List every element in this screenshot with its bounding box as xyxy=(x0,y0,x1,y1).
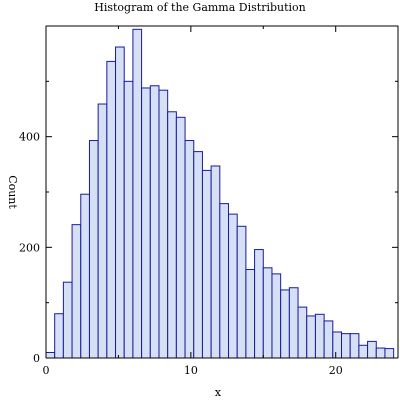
bars-group xyxy=(45,28,395,359)
y-tick-label: 200 xyxy=(19,241,40,254)
histogram-bar xyxy=(184,140,195,359)
histogram-bar xyxy=(254,249,264,359)
y-tick-label: 0 xyxy=(33,352,40,365)
histogram-bar xyxy=(245,268,256,359)
histogram-bar xyxy=(80,193,90,359)
histogram-bar xyxy=(123,80,134,359)
y-axis-label: Count xyxy=(6,175,19,209)
histogram-bar xyxy=(271,273,282,359)
histogram-bar xyxy=(149,85,160,359)
histogram-bar xyxy=(262,267,273,359)
histogram-bar xyxy=(349,333,360,359)
histogram-bar xyxy=(175,116,186,359)
histogram-bar xyxy=(115,46,125,359)
histogram-bar xyxy=(288,287,299,359)
histogram-bar xyxy=(332,331,342,359)
histogram-bar xyxy=(132,28,143,359)
histogram-bar xyxy=(306,315,316,359)
histogram-bar xyxy=(384,348,395,359)
histogram-bar xyxy=(62,281,73,359)
x-tick-label: 10 xyxy=(184,364,198,377)
histogram-bar xyxy=(280,289,290,359)
chart-title: Histogram of the Gamma Distribution xyxy=(94,1,306,14)
histogram-bar xyxy=(367,340,377,359)
histogram-bar xyxy=(323,320,334,359)
histogram-bar xyxy=(201,169,212,359)
histogram-bar xyxy=(341,333,351,359)
histogram-bar xyxy=(71,224,82,359)
histogram-bar xyxy=(228,213,238,359)
x-axis-label: x xyxy=(215,386,222,399)
histogram-bar xyxy=(54,313,64,359)
y-tick-label: 400 xyxy=(19,131,40,144)
histogram-bar xyxy=(97,103,108,359)
histogram-bar xyxy=(314,313,325,359)
histogram-bar xyxy=(88,140,99,359)
histogram-bar xyxy=(236,225,247,359)
histogram-bar xyxy=(219,203,230,359)
histogram-bar xyxy=(167,111,177,359)
histogram-bar xyxy=(141,87,151,359)
histogram-bar xyxy=(358,344,369,359)
x-tick-label: 20 xyxy=(329,364,343,377)
x-tick-label: 0 xyxy=(43,364,50,377)
histogram-bar xyxy=(375,347,386,359)
histogram-bar xyxy=(193,151,203,359)
histogram-bar xyxy=(106,60,117,359)
histogram-bar xyxy=(45,351,56,359)
histogram-bar xyxy=(297,306,308,359)
histogram-bar xyxy=(210,165,221,359)
histogram-bar xyxy=(158,89,169,359)
